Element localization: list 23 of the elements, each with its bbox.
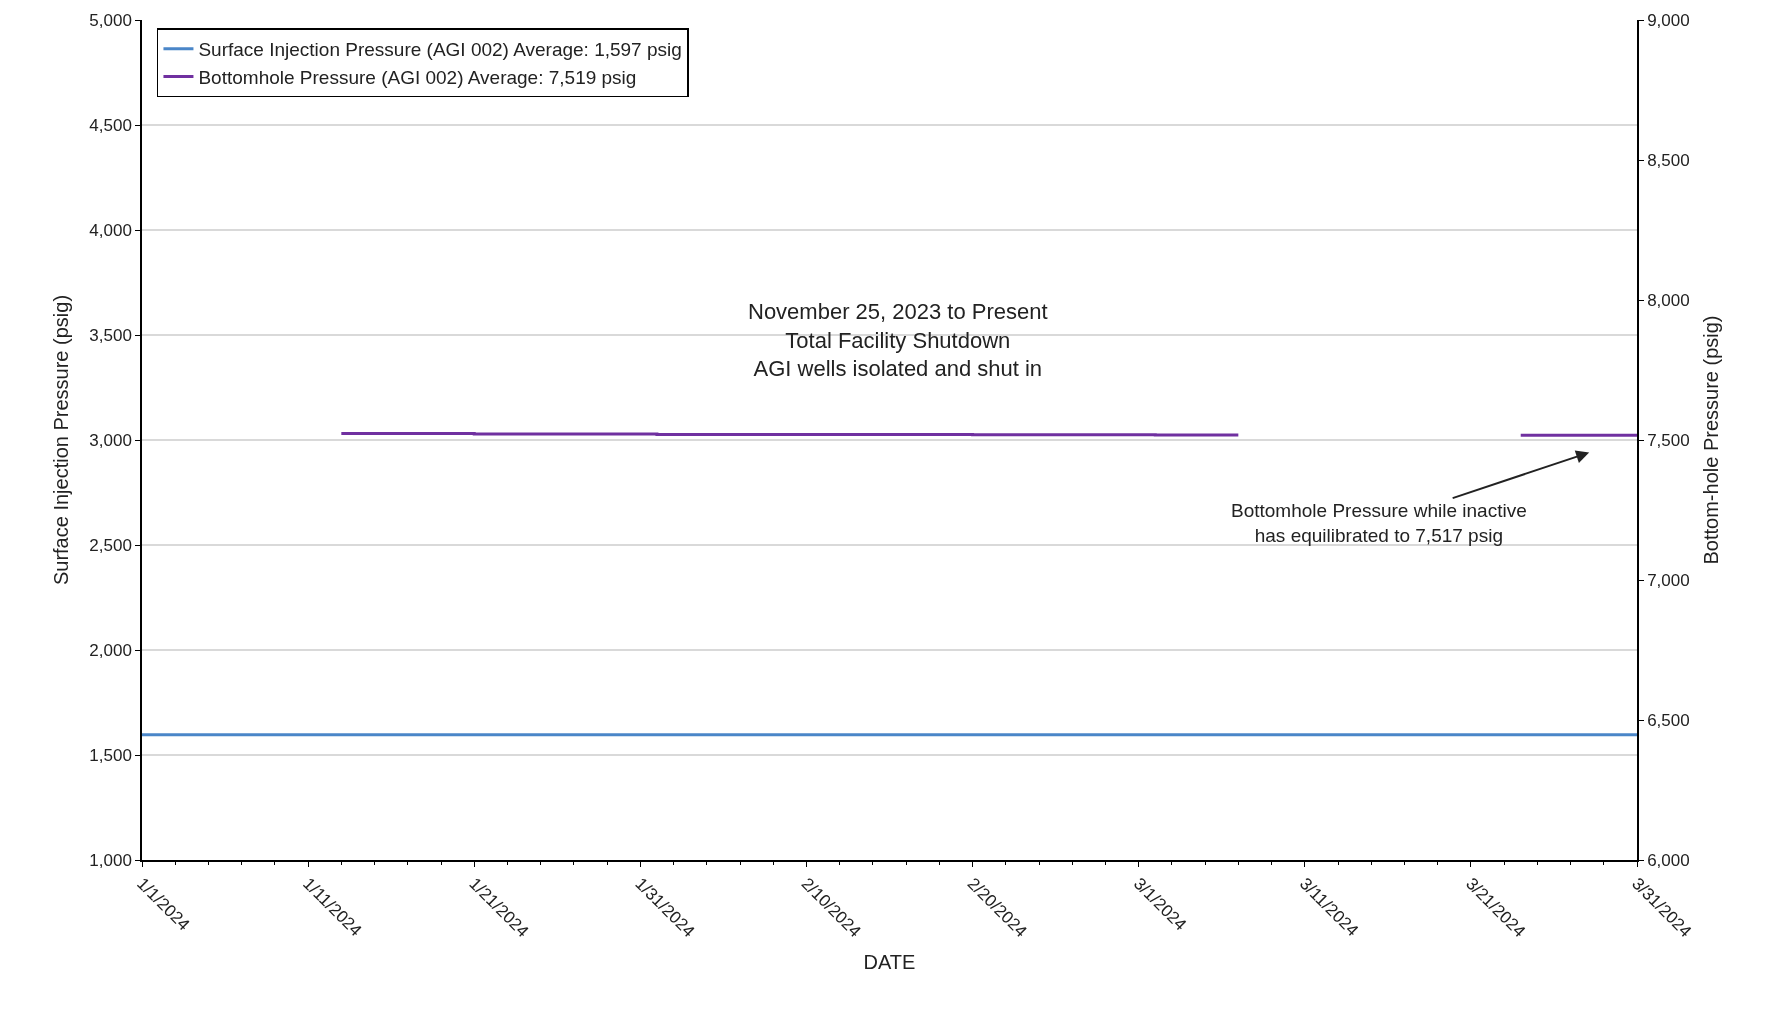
y-tick-label: 5,000 (89, 10, 132, 30)
y-tick-label: 3,500 (89, 325, 132, 345)
y2-tick-label: 9,000 (1647, 10, 1690, 30)
y-tick-label: 4,000 (89, 220, 132, 240)
y-tick-label: 4,500 (89, 115, 132, 135)
y2-tick-label: 6,500 (1647, 710, 1690, 730)
y-tick-label: 2,000 (89, 640, 132, 660)
x-axis-title: DATE (863, 950, 916, 973)
y-tick-label: 2,500 (89, 535, 132, 555)
y2-tick-label: 7,500 (1647, 430, 1690, 450)
y2-tick-label: 6,000 (1647, 850, 1690, 870)
y-axis-title: Surface Injection Pressure (psig) (50, 294, 73, 586)
y2-tick-label: 7,000 (1647, 570, 1690, 590)
y-tick-label: 1,000 (89, 850, 132, 870)
y2-tick-label: 8,000 (1647, 290, 1690, 310)
legend-label: Surface Injection Pressure (AGI 002) Average: 1,597 psig (198, 39, 682, 61)
y-tick-label: 3,000 (89, 430, 132, 450)
legend-label: Bottomhole Pressure (AGI 002) Average: 7,519 psig (198, 66, 637, 88)
annotation: November 25, 2023 to Present Total Facility Shutdown AGI wells isolated and shut in (748, 299, 1048, 382)
y-tick-label: 1,500 (89, 745, 132, 765)
y2-tick-label: 8,500 (1647, 150, 1690, 170)
annotation: Bottomhole Pressure while inactive has equilibrated to 7,517 psig (1231, 500, 1527, 546)
y2-axis-title: Bottom-hole Pressure (psig) (1699, 315, 1722, 565)
